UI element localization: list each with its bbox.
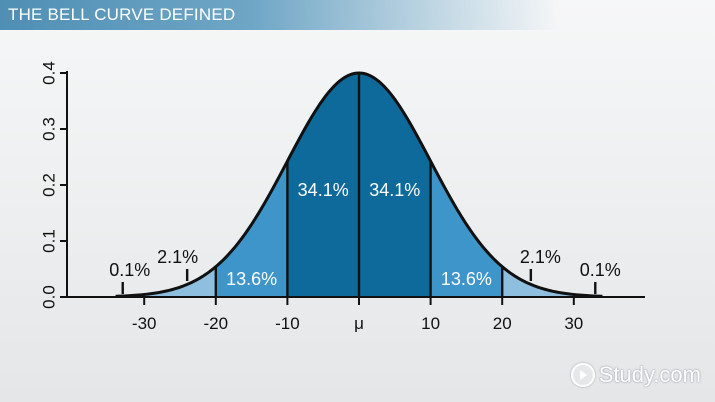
y-tick-label: 0.0 [39,285,58,309]
x-tick-label: -20 [204,314,229,333]
band-area [144,266,216,297]
x-tick-label: μ [354,314,364,333]
y-tick-label: 0.1 [39,229,58,253]
bell-curve-line [115,71,603,298]
band-percent-label: 13.6% [441,269,492,289]
page-title: THE BELL CURVE DEFINED [8,5,236,24]
play-circle-icon [570,363,595,387]
band-percent-label: 2.1% [157,247,198,267]
x-tick-label: 20 [493,314,512,333]
watermark-text: Study.com [598,362,701,387]
band-percent-label: 13.6% [226,269,277,289]
band-percent-label: 2.1% [520,247,561,267]
band-percent-label: 0.1% [580,260,621,280]
y-tick-label: 0.4 [39,61,58,85]
band-percent-label: 34.1% [298,180,349,200]
x-tick-label: 30 [564,314,583,333]
y-tick-label: 0.3 [39,117,58,141]
band-area [502,266,574,297]
study-watermark: Study.com [570,362,701,388]
title-banner: THE BELL CURVE DEFINED [0,0,560,30]
x-tick-label: -30 [132,314,157,333]
y-tick-label: 0.2 [39,173,58,197]
band-percent-label: 0.1% [109,260,150,280]
x-tick-label: -10 [275,314,300,333]
x-tick-label: 10 [421,314,440,333]
band-percent-label: 34.1% [369,180,420,200]
